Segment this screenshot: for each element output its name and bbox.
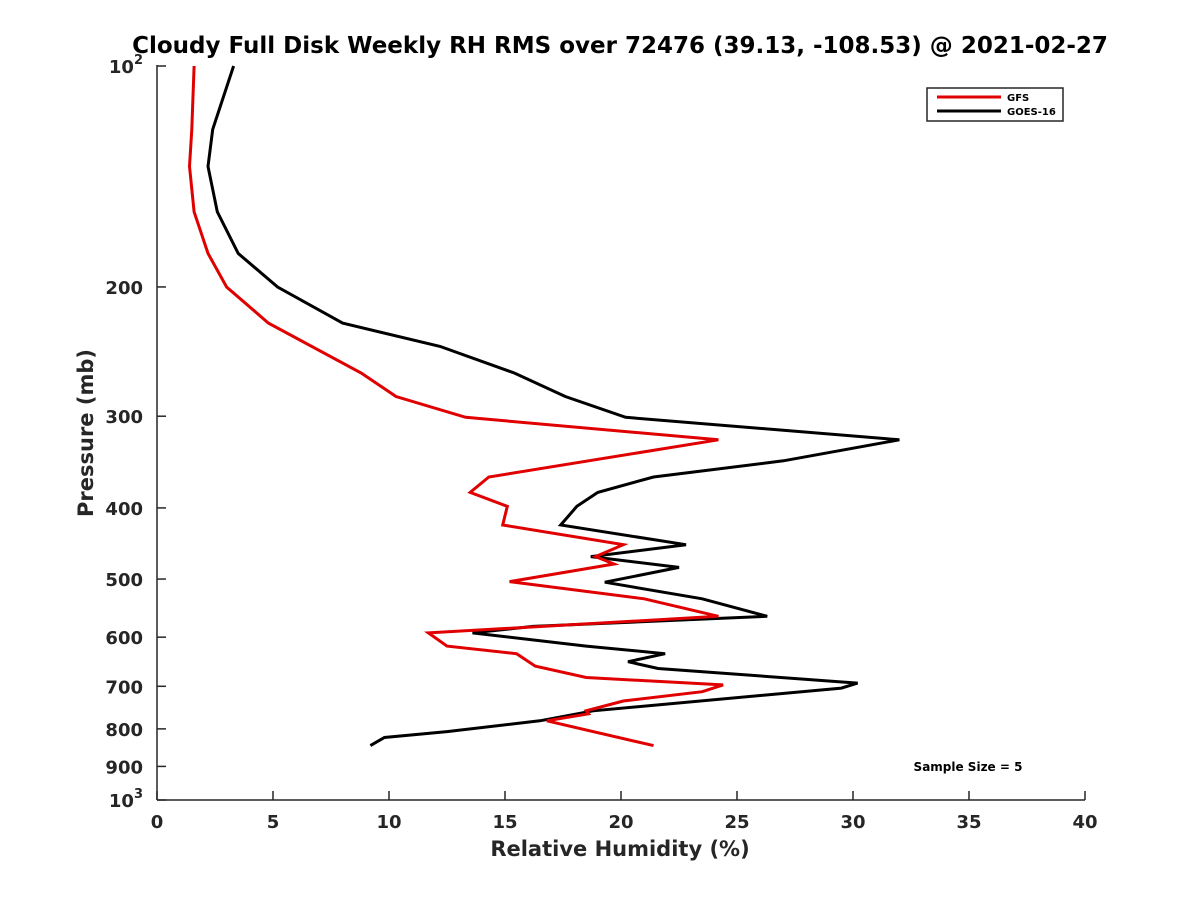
y-tick-label: 800 bbox=[105, 720, 143, 741]
legend-label-gfs: GFS bbox=[1007, 93, 1029, 104]
x-tick-label: 20 bbox=[608, 812, 633, 833]
x-tick-label: 35 bbox=[956, 812, 981, 833]
legend-label-goes-16: GOES-16 bbox=[1007, 107, 1056, 118]
y-tick-label: 600 bbox=[105, 628, 143, 649]
y-tick-exponent: 2 bbox=[134, 53, 143, 68]
y-tick-base: 10 bbox=[109, 57, 134, 78]
chart-title: Cloudy Full Disk Weekly RH RMS over 7247… bbox=[132, 33, 1108, 59]
y-tick-label: 500 bbox=[105, 570, 143, 591]
series-line-gfs bbox=[187, 65, 724, 748]
x-tick-label: 15 bbox=[492, 812, 517, 833]
x-tick-label: 0 bbox=[151, 812, 164, 833]
legend: GFS GOES-16 bbox=[926, 87, 1064, 122]
y-tick-exponent: 3 bbox=[134, 787, 143, 802]
sample-size-annotation: Sample Size = 5 bbox=[914, 760, 1023, 774]
series-line-goes-16 bbox=[206, 65, 900, 747]
x-tick-label: 30 bbox=[840, 812, 865, 833]
x-tick-label: 10 bbox=[376, 812, 401, 833]
ticks-group: 0 5 10 15 20 25 30 35 40102200300400500600700800… bbox=[105, 53, 1097, 833]
y-tick-label: 102 bbox=[109, 53, 143, 78]
y-tick-label: 200 bbox=[105, 278, 143, 299]
y-tick-label: 300 bbox=[105, 407, 143, 428]
x-tick-label: 5 bbox=[267, 812, 280, 833]
y-tick-label: 700 bbox=[105, 677, 143, 698]
y-tick-label: 400 bbox=[105, 499, 143, 520]
y-tick-label: 103 bbox=[109, 787, 143, 812]
y-tick-label: 900 bbox=[105, 757, 143, 778]
plot-series-group bbox=[187, 65, 900, 748]
y-axis-label: Pressure (mb) bbox=[74, 349, 98, 517]
x-tick-label: 25 bbox=[724, 812, 749, 833]
x-tick-label: 40 bbox=[1072, 812, 1097, 833]
x-axis-label: Relative Humidity (%) bbox=[490, 837, 749, 861]
y-tick-base: 10 bbox=[109, 791, 134, 812]
legend-box bbox=[926, 87, 1064, 122]
